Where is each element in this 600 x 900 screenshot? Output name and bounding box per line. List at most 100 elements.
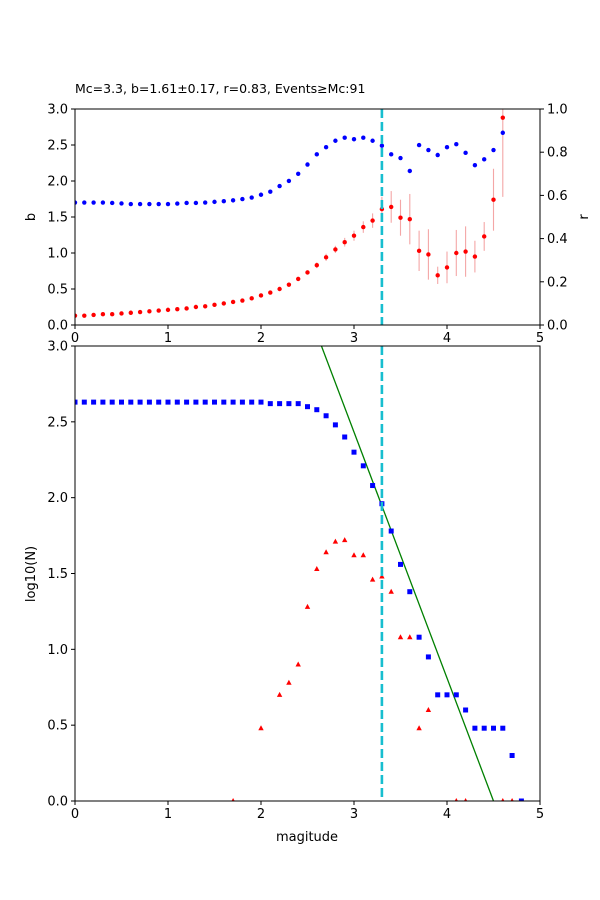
data-point	[389, 204, 394, 210]
data-point	[146, 399, 152, 405]
data-point	[369, 576, 376, 582]
y-tick-label: 3.0	[47, 340, 68, 355]
data-point	[100, 399, 106, 405]
x-tick-label: 0	[71, 807, 79, 822]
data-point	[165, 399, 171, 405]
data-point	[351, 552, 357, 558]
data-point	[286, 178, 292, 184]
data-point	[444, 265, 450, 270]
data-point	[296, 276, 301, 282]
data-point	[370, 483, 376, 489]
data-point	[425, 654, 431, 660]
data-point	[425, 707, 432, 712]
data-point	[212, 302, 217, 308]
data-point	[407, 589, 413, 595]
data-point	[240, 196, 245, 202]
data-point	[435, 152, 440, 158]
y-tick-label: 1.0	[47, 643, 68, 658]
x-tick-label: 1	[164, 331, 172, 346]
data-point	[100, 312, 106, 317]
data-point	[491, 147, 496, 153]
data-point	[128, 201, 133, 207]
data-point	[407, 168, 412, 174]
x-tick-label: 5	[536, 807, 544, 822]
data-point	[147, 201, 152, 207]
data-point	[388, 588, 394, 594]
data-point	[240, 298, 245, 303]
data-point	[184, 200, 189, 206]
data-point	[397, 634, 404, 640]
data-point	[379, 143, 385, 148]
x-tick-label: 3	[350, 807, 358, 822]
data-point	[100, 200, 106, 205]
data-point	[351, 137, 357, 142]
data-point	[482, 157, 487, 162]
data-point	[416, 248, 422, 254]
data-point	[500, 115, 505, 120]
data-point	[333, 138, 338, 143]
data-point	[453, 692, 459, 698]
data-point	[91, 312, 96, 318]
data-point	[518, 798, 524, 801]
data-point	[370, 218, 375, 223]
data-point	[119, 311, 124, 316]
data-point	[91, 399, 97, 405]
data-point	[388, 528, 394, 534]
data-point	[360, 552, 366, 558]
data-point	[351, 233, 357, 238]
data-point	[268, 290, 273, 295]
plot-content	[75, 346, 524, 801]
data-point	[314, 263, 319, 268]
data-point	[407, 634, 413, 640]
data-point	[156, 201, 161, 207]
data-point	[314, 565, 320, 571]
x-tick-label: 3	[350, 331, 358, 346]
data-point	[249, 296, 254, 301]
data-point	[193, 200, 199, 206]
data-point	[277, 401, 283, 407]
data-point	[82, 200, 87, 205]
data-point	[203, 200, 208, 205]
data-point	[323, 549, 329, 555]
bottom-y-axis-label: log10(N)	[24, 546, 39, 602]
data-point	[454, 250, 459, 256]
data-point	[203, 304, 208, 309]
right-y-tick-label: 0.0	[547, 319, 568, 334]
data-point	[398, 561, 403, 567]
bottom-plot-area: 0 1 2 3 4 5 0.0 0.5 1.0 1.5 2.0 2.5 3.0	[47, 340, 544, 823]
data-point	[137, 399, 143, 405]
data-point	[444, 692, 450, 698]
data-point	[435, 692, 441, 698]
y-tick-label: 0.5	[47, 719, 68, 734]
data-point	[137, 201, 143, 207]
data-point	[491, 725, 496, 731]
data-point	[221, 399, 227, 405]
data-point	[174, 399, 180, 405]
data-point	[156, 399, 162, 405]
data-point	[128, 399, 134, 405]
data-point	[249, 195, 254, 200]
x-tick-label: 2	[257, 807, 265, 822]
plot-frame	[74, 345, 541, 802]
x-tick-label: 1	[164, 807, 172, 822]
data-point	[398, 155, 403, 161]
data-point	[435, 273, 440, 278]
data-point	[361, 224, 366, 230]
y-tick-label: 2.5	[47, 139, 68, 154]
x-tick-label: 4	[443, 331, 451, 346]
data-point	[472, 254, 478, 259]
plot-frame	[74, 108, 541, 326]
data-point	[351, 449, 357, 455]
right-y-tick-label: 0.4	[547, 232, 568, 247]
data-point	[82, 313, 87, 318]
y-tick-label: 1.5	[47, 211, 68, 226]
data-point	[258, 399, 264, 405]
data-point	[230, 299, 236, 305]
data-point	[454, 142, 459, 147]
data-point	[416, 142, 422, 148]
data-point	[81, 399, 87, 405]
data-point	[128, 310, 133, 315]
data-point	[258, 725, 264, 731]
data-point	[416, 634, 422, 640]
